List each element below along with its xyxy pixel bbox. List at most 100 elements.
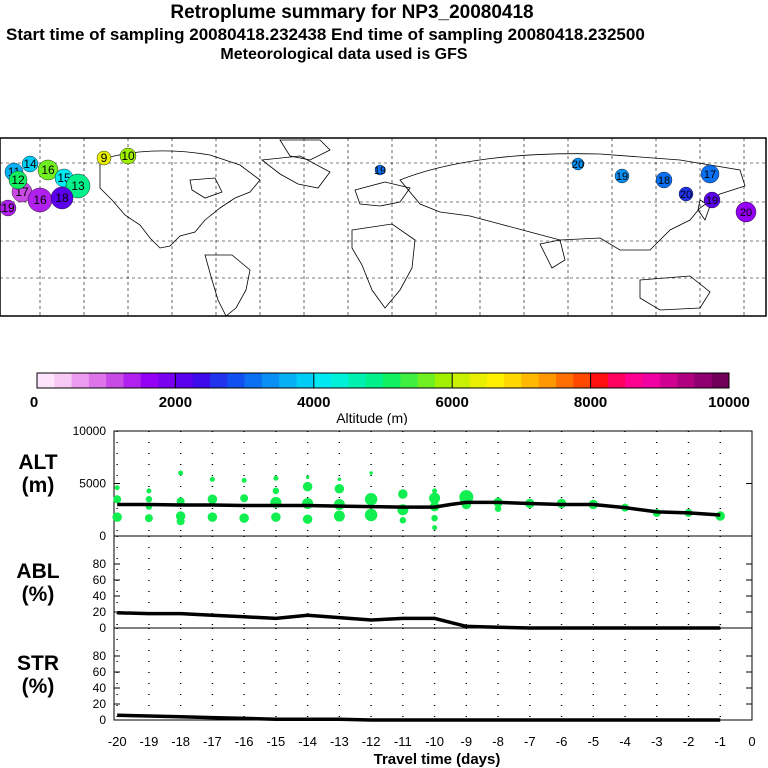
colorbar-cell [210,373,228,388]
altitude-dot [207,494,218,504]
plume-day-label: 20 [680,189,692,201]
panel-ylabel: ALT [18,451,57,474]
altitude-dot [494,505,502,512]
colorbar-cell [521,373,539,388]
colorbar-tick-label: 10000 [708,394,750,411]
colorbar-cell [452,373,470,388]
altitude-dot [398,489,408,499]
colorbar-tick-label: 2000 [159,394,192,411]
y-tick-label: 80 [93,557,107,571]
colorbar-cell [175,373,193,388]
altitude-dot [302,514,313,524]
x-tick-label: -2 [683,734,695,749]
colorbar-cell [88,373,107,388]
colorbar-cell [573,373,591,388]
colorbar-cell [227,373,245,388]
plume-day-label: 20 [572,159,584,171]
colorbar-cell [590,373,609,388]
colorbar-cell [279,373,297,388]
altitude-dot [207,512,218,522]
y-tick-label: 0 [99,529,106,543]
colorbar-tick-label: 4000 [297,394,330,411]
colorbar-cell [192,373,211,388]
altitude-dot [241,477,247,483]
altitude-dot [272,487,280,495]
plume-dot [735,201,757,223]
world-map: 111416151317161819910122019181720192019 [0,137,767,317]
altitude-dot [146,488,152,494]
y-tick-label: 5000 [79,477,106,491]
y-tick-label: 40 [93,681,107,695]
y-tick-label: 60 [93,665,107,679]
y-tick-label: 0 [99,621,106,635]
y-tick-label: 40 [93,589,107,603]
plume-day-label: 10 [121,149,135,163]
colorbar-cell [711,373,730,388]
colorbar-cell [486,373,505,388]
plume-day-label: 17 [704,169,716,181]
colorbar-cell [694,373,712,388]
y-tick-label: 10000 [73,424,107,438]
plume-dot [374,164,386,176]
altitude-dot [239,513,249,523]
x-tick-label: -16 [235,734,254,749]
altitude-dot [364,508,378,522]
altitude-dot [334,484,345,494]
colorbar-cell [244,373,263,388]
colorbar-cell [54,373,72,388]
panel-frame [113,627,753,721]
plume-dot [37,159,59,181]
altitude-colorbar: 0 2000 4000 6000 8000 10000 Altitude (m) [30,372,750,425]
colorbar-cell [400,373,418,388]
altitude-dot [112,512,122,522]
y-tick-label: 20 [93,697,107,711]
colorbar-cell [538,373,557,388]
plume-day-label: 19 [1,201,15,215]
colorbar-cell [434,373,453,388]
plume-dot [21,155,39,173]
panel-ylabel: (%) [22,675,55,698]
colorbar-cell [365,373,384,388]
altitude-dot [333,510,345,522]
altitude-dot [364,493,378,506]
altitude-dot [113,495,122,504]
altitude-dot [459,490,474,505]
colorbar-cell [659,373,678,388]
colorbar-cell [140,373,159,388]
y-tick-label: 0 [99,713,106,727]
colorbar-cell [296,373,315,388]
altitude-dot [431,514,438,522]
plume-day-label: 19 [616,171,628,183]
x-tick-label: -10 [425,734,444,749]
colorbar-cell [556,373,574,388]
colorbar-cell [37,373,55,388]
altitude-dot [178,470,184,476]
plume-day-label: 20 [740,207,752,219]
chart-title: Retroplume summary for NP3_20080418 [170,2,534,23]
colorbar-cell [607,373,626,388]
colorbar-tick-label: 0 [30,394,38,411]
colorbar-cell [504,373,522,388]
altitude-dot [429,492,441,504]
plume-dot [8,170,28,190]
sampling-times: Start time of sampling 20080418.232438 E… [6,25,645,44]
median-altitude-line [117,500,721,517]
plume-day-label: 19 [374,165,386,177]
plume-dot [571,157,585,171]
plume-day-label: 16 [33,193,47,207]
x-axis-label: Travel time (days) [374,751,501,768]
x-tick-label: -9 [461,734,473,749]
colorbar-cell [158,373,176,388]
plume-dot [119,147,137,165]
panel-ylabel: STR [17,652,59,675]
panel-ylabel: (m) [22,474,55,497]
plume-dot [655,171,673,189]
colorbar-cell [71,373,90,388]
panel-ylabel: ABL [16,560,59,583]
plume-day-label: 9 [101,151,108,165]
profile-panels: ALT(m)1000050000ABL(%)806040200STR(%)806… [16,424,755,768]
x-tick-label: -11 [394,734,412,749]
str-line [117,713,721,722]
x-tick-label: -12 [362,734,381,749]
plume-day-label: 18 [55,191,69,205]
